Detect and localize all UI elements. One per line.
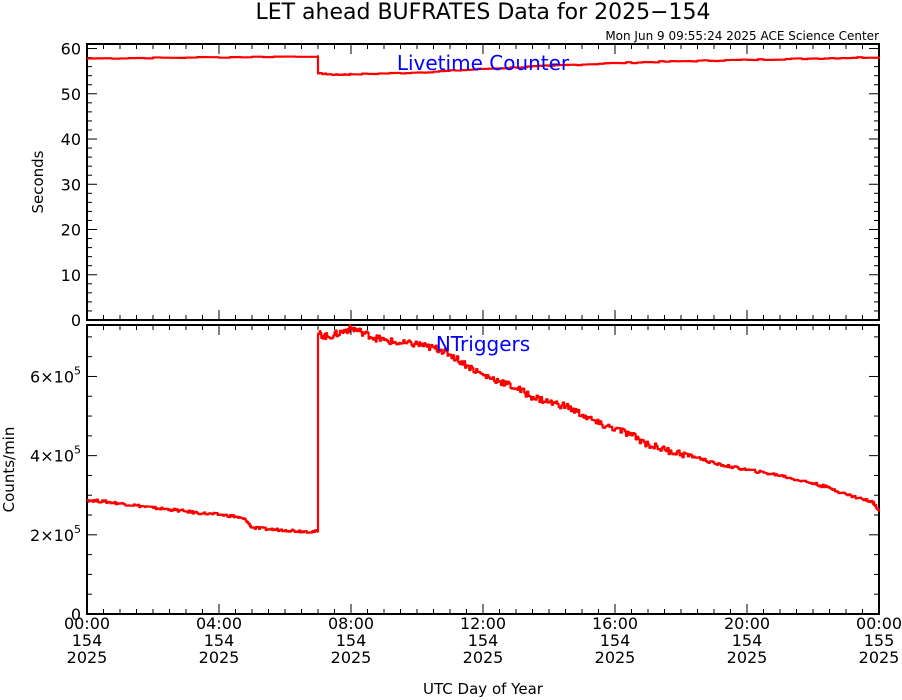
x-tick-label: 16:00 [592, 614, 638, 633]
x-tick-labels: 00:00154202504:00154202508:00154202512:0… [64, 614, 902, 667]
x-tick-label: 154 [732, 631, 763, 650]
x-tick-label: 154 [204, 631, 235, 650]
y-tick-label: 50 [61, 85, 81, 104]
x-axis-label: UTC Day of Year [423, 680, 544, 698]
y-tick-label: 4×105 [30, 444, 81, 466]
x-tick-label: 2025 [595, 648, 636, 667]
x-tick-label: 154 [600, 631, 631, 650]
y-tick-label: 0 [71, 311, 81, 330]
plot-frame [86, 43, 880, 321]
series-line [87, 324, 881, 534]
series-label: NTriggers [436, 332, 530, 356]
x-tick-label: 2025 [331, 648, 372, 667]
x-tick-label: 154 [336, 631, 367, 650]
series-label: Livetime Counter [397, 51, 570, 75]
x-tick-label: 00:00 [856, 614, 902, 633]
y-axis-label: Counts/min [0, 427, 18, 513]
plot-frame [86, 324, 880, 615]
x-tick-label: 2025 [859, 648, 900, 667]
x-tick-label: 154 [72, 631, 103, 650]
x-tick-label: 2025 [463, 648, 504, 667]
top-panel: 0 10 20 30 40 50 60 Seconds Livetime Counter [29, 40, 881, 330]
y-tick-label: 2×105 [30, 523, 81, 545]
x-tick-label: 12:00 [460, 614, 506, 633]
y-tick-label: 40 [61, 130, 81, 149]
y-tick-label: 30 [61, 175, 81, 194]
y-tick-label: 20 [61, 221, 81, 240]
y-tick-label: 0 [71, 605, 81, 624]
x-tick-label: 2025 [727, 648, 768, 667]
y-axis-label: Seconds [29, 150, 47, 213]
y-tick-label: 10 [61, 266, 81, 285]
x-tick-label: 2025 [199, 648, 240, 667]
y-tick-label: 6×105 [30, 364, 81, 386]
x-tick-label: 08:00 [328, 614, 374, 633]
x-tick-label: 20:00 [724, 614, 770, 633]
bottom-panel: 0 2×105 4×105 6×105 Counts/min NTriggers [0, 324, 881, 624]
y-tick-label: 60 [61, 40, 81, 59]
x-tick-label: 00:00 [64, 614, 110, 633]
x-tick-label: 04:00 [196, 614, 242, 633]
x-tick-label: 154 [468, 631, 499, 650]
chart-timestamp: Mon Jun 9 09:55:24 2025 ACE Science Cent… [605, 29, 879, 43]
x-tick-label: 155 [864, 631, 895, 650]
x-tick-label: 2025 [67, 648, 108, 667]
chart-title: LET ahead BUFRATES Data for 2025−154 [255, 0, 710, 25]
